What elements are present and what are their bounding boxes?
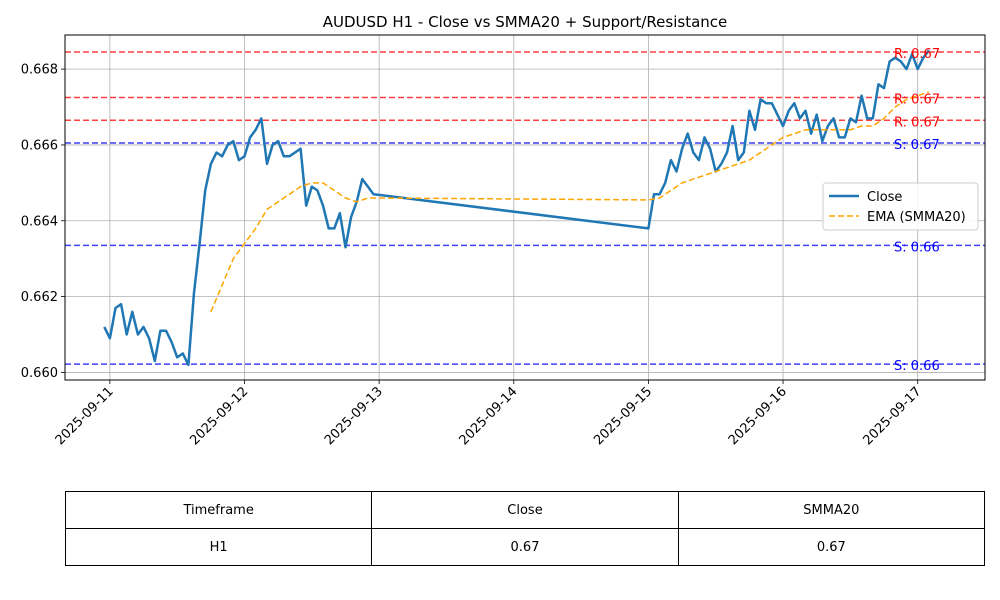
support-label: S: 0.66 xyxy=(894,359,940,374)
header-timeframe: Timeframe xyxy=(64,491,373,529)
cell-smma20: 0.67 xyxy=(677,528,986,566)
support-label: S: 0.66 xyxy=(894,240,940,255)
x-tick-label: 2025-09-17 xyxy=(860,384,924,448)
close-series-line xyxy=(103,49,930,367)
grid-layer xyxy=(65,35,985,380)
plot-frame xyxy=(64,34,986,381)
header-smma20: SMMA20 xyxy=(677,491,986,529)
resistance-label: R: 0.67 xyxy=(894,47,940,62)
level-labels: R: 0.67 R: 0.67 R: 0.67 S: 0.67 S: 0.66 S: 0.… xyxy=(894,47,940,374)
y-tick-label: 0.660 xyxy=(21,366,58,381)
legend: Close EMA (SMMA20) xyxy=(822,182,979,231)
legend-label-smma: EMA (SMMA20) xyxy=(867,210,966,225)
x-tick-label: 2025-09-15 xyxy=(591,384,655,448)
y-tick-label: 0.664 xyxy=(21,214,58,229)
y-tick-label: 0.666 xyxy=(21,138,58,153)
summary-table: Timeframe Close SMMA20 H1 0.67 0.67 xyxy=(64,491,986,566)
cell-timeframe: H1 xyxy=(64,528,373,566)
chart: AUDUSD H1 - Close vs SMMA20 + Support/Re… xyxy=(21,13,986,448)
resistance-label: R: 0.67 xyxy=(894,115,940,130)
smma20-series-line xyxy=(210,91,930,313)
legend-box xyxy=(822,182,979,231)
x-tick-label: 2025-09-16 xyxy=(726,384,790,448)
cell-close: 0.67 xyxy=(371,528,679,566)
x-tick-label: 2025-09-12 xyxy=(187,384,251,448)
series-lines xyxy=(103,49,930,367)
resistance-label: R: 0.67 xyxy=(894,93,940,108)
y-tick-label: 0.668 xyxy=(21,63,58,78)
header-close: Close xyxy=(371,491,679,529)
support-label: S: 0.67 xyxy=(894,138,940,153)
x-tick-label: 2025-09-14 xyxy=(457,384,521,448)
table-header-row: Timeframe Close SMMA20 xyxy=(64,491,986,529)
chart-title: AUDUSD H1 - Close vs SMMA20 + Support/Re… xyxy=(323,13,728,31)
legend-label-close: Close xyxy=(867,190,902,205)
table-row: H1 0.67 0.67 xyxy=(64,528,986,566)
y-tick-label: 0.662 xyxy=(21,290,58,305)
x-tick-label: 2025-09-13 xyxy=(322,384,386,448)
x-tick-label: 2025-09-11 xyxy=(53,384,117,448)
